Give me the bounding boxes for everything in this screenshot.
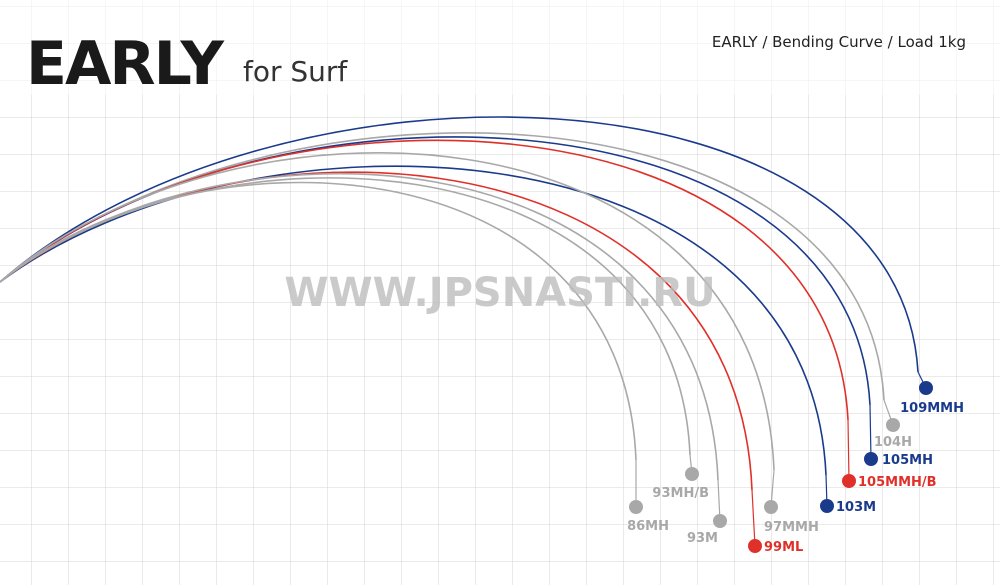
curve-label: 93M xyxy=(687,531,718,546)
connector xyxy=(869,404,872,460)
bend-curve xyxy=(0,152,775,471)
marker-dot xyxy=(713,514,727,528)
curve-label: 105MH xyxy=(882,453,933,468)
marker-dot xyxy=(919,381,933,395)
bend-curve xyxy=(0,181,637,461)
marker-dot xyxy=(748,539,762,553)
title: EARLY xyxy=(26,29,226,99)
marker-dot xyxy=(820,499,834,513)
bend-curve xyxy=(0,177,691,456)
connector xyxy=(751,489,756,547)
marker-dot xyxy=(864,452,878,466)
curve-label: 109MMH xyxy=(900,401,964,416)
bend-curve xyxy=(0,165,827,476)
subtitle: for Surf xyxy=(243,55,348,88)
caption: EARLY / Bending Curve / Load 1kg xyxy=(712,33,966,51)
marker-dot xyxy=(764,500,778,514)
marker-dot xyxy=(842,474,856,488)
curves: 109MMH 104H 105MH 105MMH/B 103M 97MMH 99ML 93M 9… xyxy=(0,116,964,555)
curve-label: 105MMH/B xyxy=(858,475,937,490)
curve-label: 86MH xyxy=(627,519,669,534)
connector xyxy=(847,419,850,482)
marker-dot xyxy=(685,467,699,481)
curve-label: 93MH/B xyxy=(652,486,709,501)
header-band xyxy=(0,0,1000,95)
watermark: WWW.JPSNASTI.RU xyxy=(284,270,715,316)
curve-label: 103M xyxy=(836,500,876,515)
marker-dot xyxy=(886,418,900,432)
curve-label: 97MMH xyxy=(764,520,819,535)
curve-label: 104H xyxy=(874,435,912,450)
bend-curve xyxy=(0,116,919,373)
marker-dot xyxy=(629,500,643,514)
curve-label: 99ML xyxy=(764,540,803,555)
